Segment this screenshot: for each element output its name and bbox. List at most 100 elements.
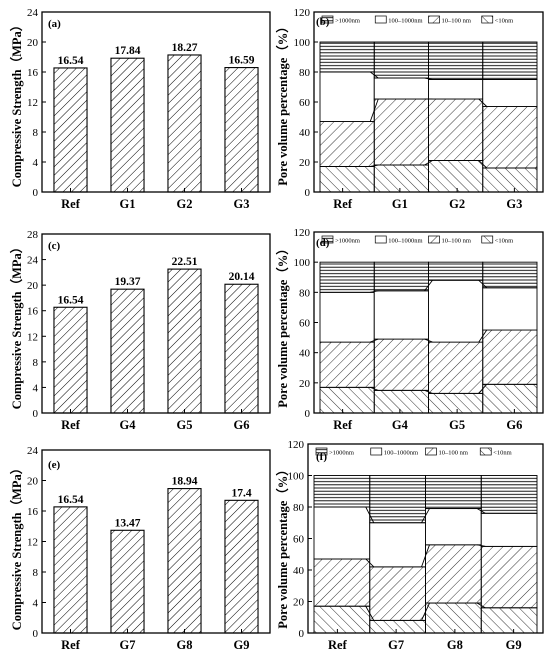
panel-a-xtick-label: G1 xyxy=(120,197,136,211)
panel-f-ytick-label: 20 xyxy=(293,597,305,609)
panel-d-segment-G6-1000nm xyxy=(482,261,538,289)
panel-a-ytick-label: 16 xyxy=(27,67,39,79)
panel-c-value-label: 20.14 xyxy=(229,271,255,283)
panel-b-legend-label: >1000nm xyxy=(335,18,360,25)
panel-b-segment-G1-10nm xyxy=(373,164,429,193)
panel-e-xtick-label: G7 xyxy=(120,638,136,652)
panel-c-ytick-label: 16 xyxy=(27,306,39,318)
panel-e-value-label: 16.54 xyxy=(58,494,84,506)
panel-c-bar-Ref xyxy=(53,306,88,414)
panel-d-legend-label: 100–1000nm xyxy=(388,238,422,245)
panel-c-ytick-label: 8 xyxy=(33,357,39,369)
panel-f-segment-G7-1000nm xyxy=(369,475,426,524)
panel-d-ytick-label: 60 xyxy=(299,318,311,330)
panel-f-xtick-label: G7 xyxy=(388,638,404,652)
panel-f-segment-G9-1001000nm xyxy=(480,512,538,547)
panel-b-segment-Ref-1001000nm xyxy=(319,71,375,122)
panel-d-segment-Ref-1000nm xyxy=(319,261,375,293)
panel-e-value-label: 13.47 xyxy=(115,517,141,529)
panel-d-connector xyxy=(370,290,379,293)
panel-f-segment-G8-10100nm xyxy=(425,544,482,604)
panel-b-segment-G2-10nm xyxy=(428,160,484,193)
panel-d-connector xyxy=(370,338,379,343)
panel-f-segment-G8-10nm xyxy=(425,602,482,634)
panel-e-value-label: 17.4 xyxy=(231,487,251,499)
panel-d-segment-Ref-10100nm xyxy=(319,341,375,388)
panel-d-connector xyxy=(370,386,379,391)
panel-e-xtick-label: Ref xyxy=(61,638,81,652)
panel-b-segment-G2-1000nm xyxy=(428,41,484,80)
panel-d-legend-swatch xyxy=(321,235,334,244)
panel-c-ytick-label: 24 xyxy=(27,255,39,267)
panel-f-ytick-label: 120 xyxy=(288,439,305,451)
panel-b-ytick-label: 100 xyxy=(294,37,311,49)
panel-d-segment-G4-1000nm xyxy=(373,261,429,292)
panel-e-ytick-label: 24 xyxy=(27,445,39,457)
panel-d-segment-G5-1001000nm xyxy=(428,279,484,343)
panel-d-segment-G5-1000nm xyxy=(428,261,484,281)
panel-c-value-label: 19.37 xyxy=(115,276,141,288)
panel-d-segment-G4-1001000nm xyxy=(373,290,429,340)
panel-c-bar-G5 xyxy=(167,268,202,414)
panel-f-connector xyxy=(477,602,486,609)
panel-c-ytick-label: 20 xyxy=(27,280,39,292)
panel-f-legend-label: <10nm xyxy=(493,450,511,457)
panel-f-legend-label: 10–100 nm xyxy=(439,450,468,457)
panel-c-xtick-label: Ref xyxy=(61,418,81,432)
panel-e-bar-G8 xyxy=(167,488,202,634)
panel-f-ytick-label: 80 xyxy=(293,502,305,514)
panel-b-segment-G1-10100nm xyxy=(373,98,429,166)
panel-d-ytick-label: 80 xyxy=(299,287,311,299)
panel-f-segment-G7-10100nm xyxy=(369,566,426,621)
panel-c-ytick-label: 0 xyxy=(33,408,39,420)
panel-b-connector xyxy=(424,77,433,80)
panel-f-segment-G9-10nm xyxy=(480,607,538,634)
panel-f-legend-label: 100–1000nm xyxy=(384,450,418,457)
panel-d-xtick-label: G5 xyxy=(449,418,465,432)
panel-c-bar-G6 xyxy=(224,283,259,414)
panel-b-segment-Ref-1000nm xyxy=(319,41,375,73)
panel-f-segment-G8-1001000nm xyxy=(425,508,482,546)
panel-a-bar-Ref xyxy=(53,67,88,193)
panel-b-segment-Ref-10100nm xyxy=(319,121,375,167)
panel-d-connector xyxy=(478,384,488,394)
panel-label-a: (a) xyxy=(48,18,61,30)
panel-f-xtick-label: G9 xyxy=(506,638,522,652)
left-ylabel-c: Compressive Strength（MPa） xyxy=(9,241,24,410)
panel-a-bar-G3 xyxy=(224,67,259,193)
panel-b-legend-swatch xyxy=(321,15,334,24)
panel-d-legend-swatch xyxy=(428,235,440,244)
panel-d-ytick-label: 0 xyxy=(305,408,311,420)
panel-a-value-label: 16.59 xyxy=(229,55,255,67)
panel-f-legend-swatch xyxy=(370,447,383,456)
panel-f-segment-G8-1000nm xyxy=(425,475,482,510)
panel-f-segment-Ref-1001000nm xyxy=(313,506,371,560)
panel-d-xtick-label: Ref xyxy=(333,418,353,432)
panel-f-connector xyxy=(477,508,486,514)
panel-d-segment-G6-10nm xyxy=(482,383,538,414)
panel-b-legend-label: 100–1000nm xyxy=(388,18,422,25)
panel-d-segment-Ref-10nm xyxy=(319,386,375,414)
panel-c-xtick-label: G6 xyxy=(234,418,250,432)
panel-b-connector xyxy=(369,71,379,79)
panel-d-segment-Ref-1001000nm xyxy=(319,291,375,343)
panel-d-ytick-label: 40 xyxy=(299,348,311,360)
panel-d-connector xyxy=(478,279,488,289)
panel-d-segment-G5-10100nm xyxy=(428,341,484,394)
left-ylabel-a: Compressive Strength（MPa） xyxy=(9,19,24,188)
panel-f-ytick-label: 40 xyxy=(293,565,305,577)
panel-f-connector xyxy=(365,506,375,523)
panel-b-segment-G2-10100nm xyxy=(428,98,484,161)
panel-d-ytick-label: 100 xyxy=(294,257,311,269)
panel-f-segment-G7-10nm xyxy=(369,619,426,634)
panel-e-ytick-label: 16 xyxy=(27,506,39,518)
panel-f-ytick-label: 100 xyxy=(288,471,305,483)
panel-b-segment-G3-1000nm xyxy=(482,41,538,80)
left-ylabel-e: Compressive Strength（MPa） xyxy=(9,462,24,631)
panel-a-ytick-label: 20 xyxy=(27,37,39,49)
panel-a-xtick-label: G2 xyxy=(177,197,193,211)
panel-f-connector xyxy=(421,544,430,568)
panel-b-legend-swatch xyxy=(481,15,494,24)
panel-a-bar-G2 xyxy=(167,54,202,193)
panel-f-segment-Ref-1000nm xyxy=(313,475,371,508)
